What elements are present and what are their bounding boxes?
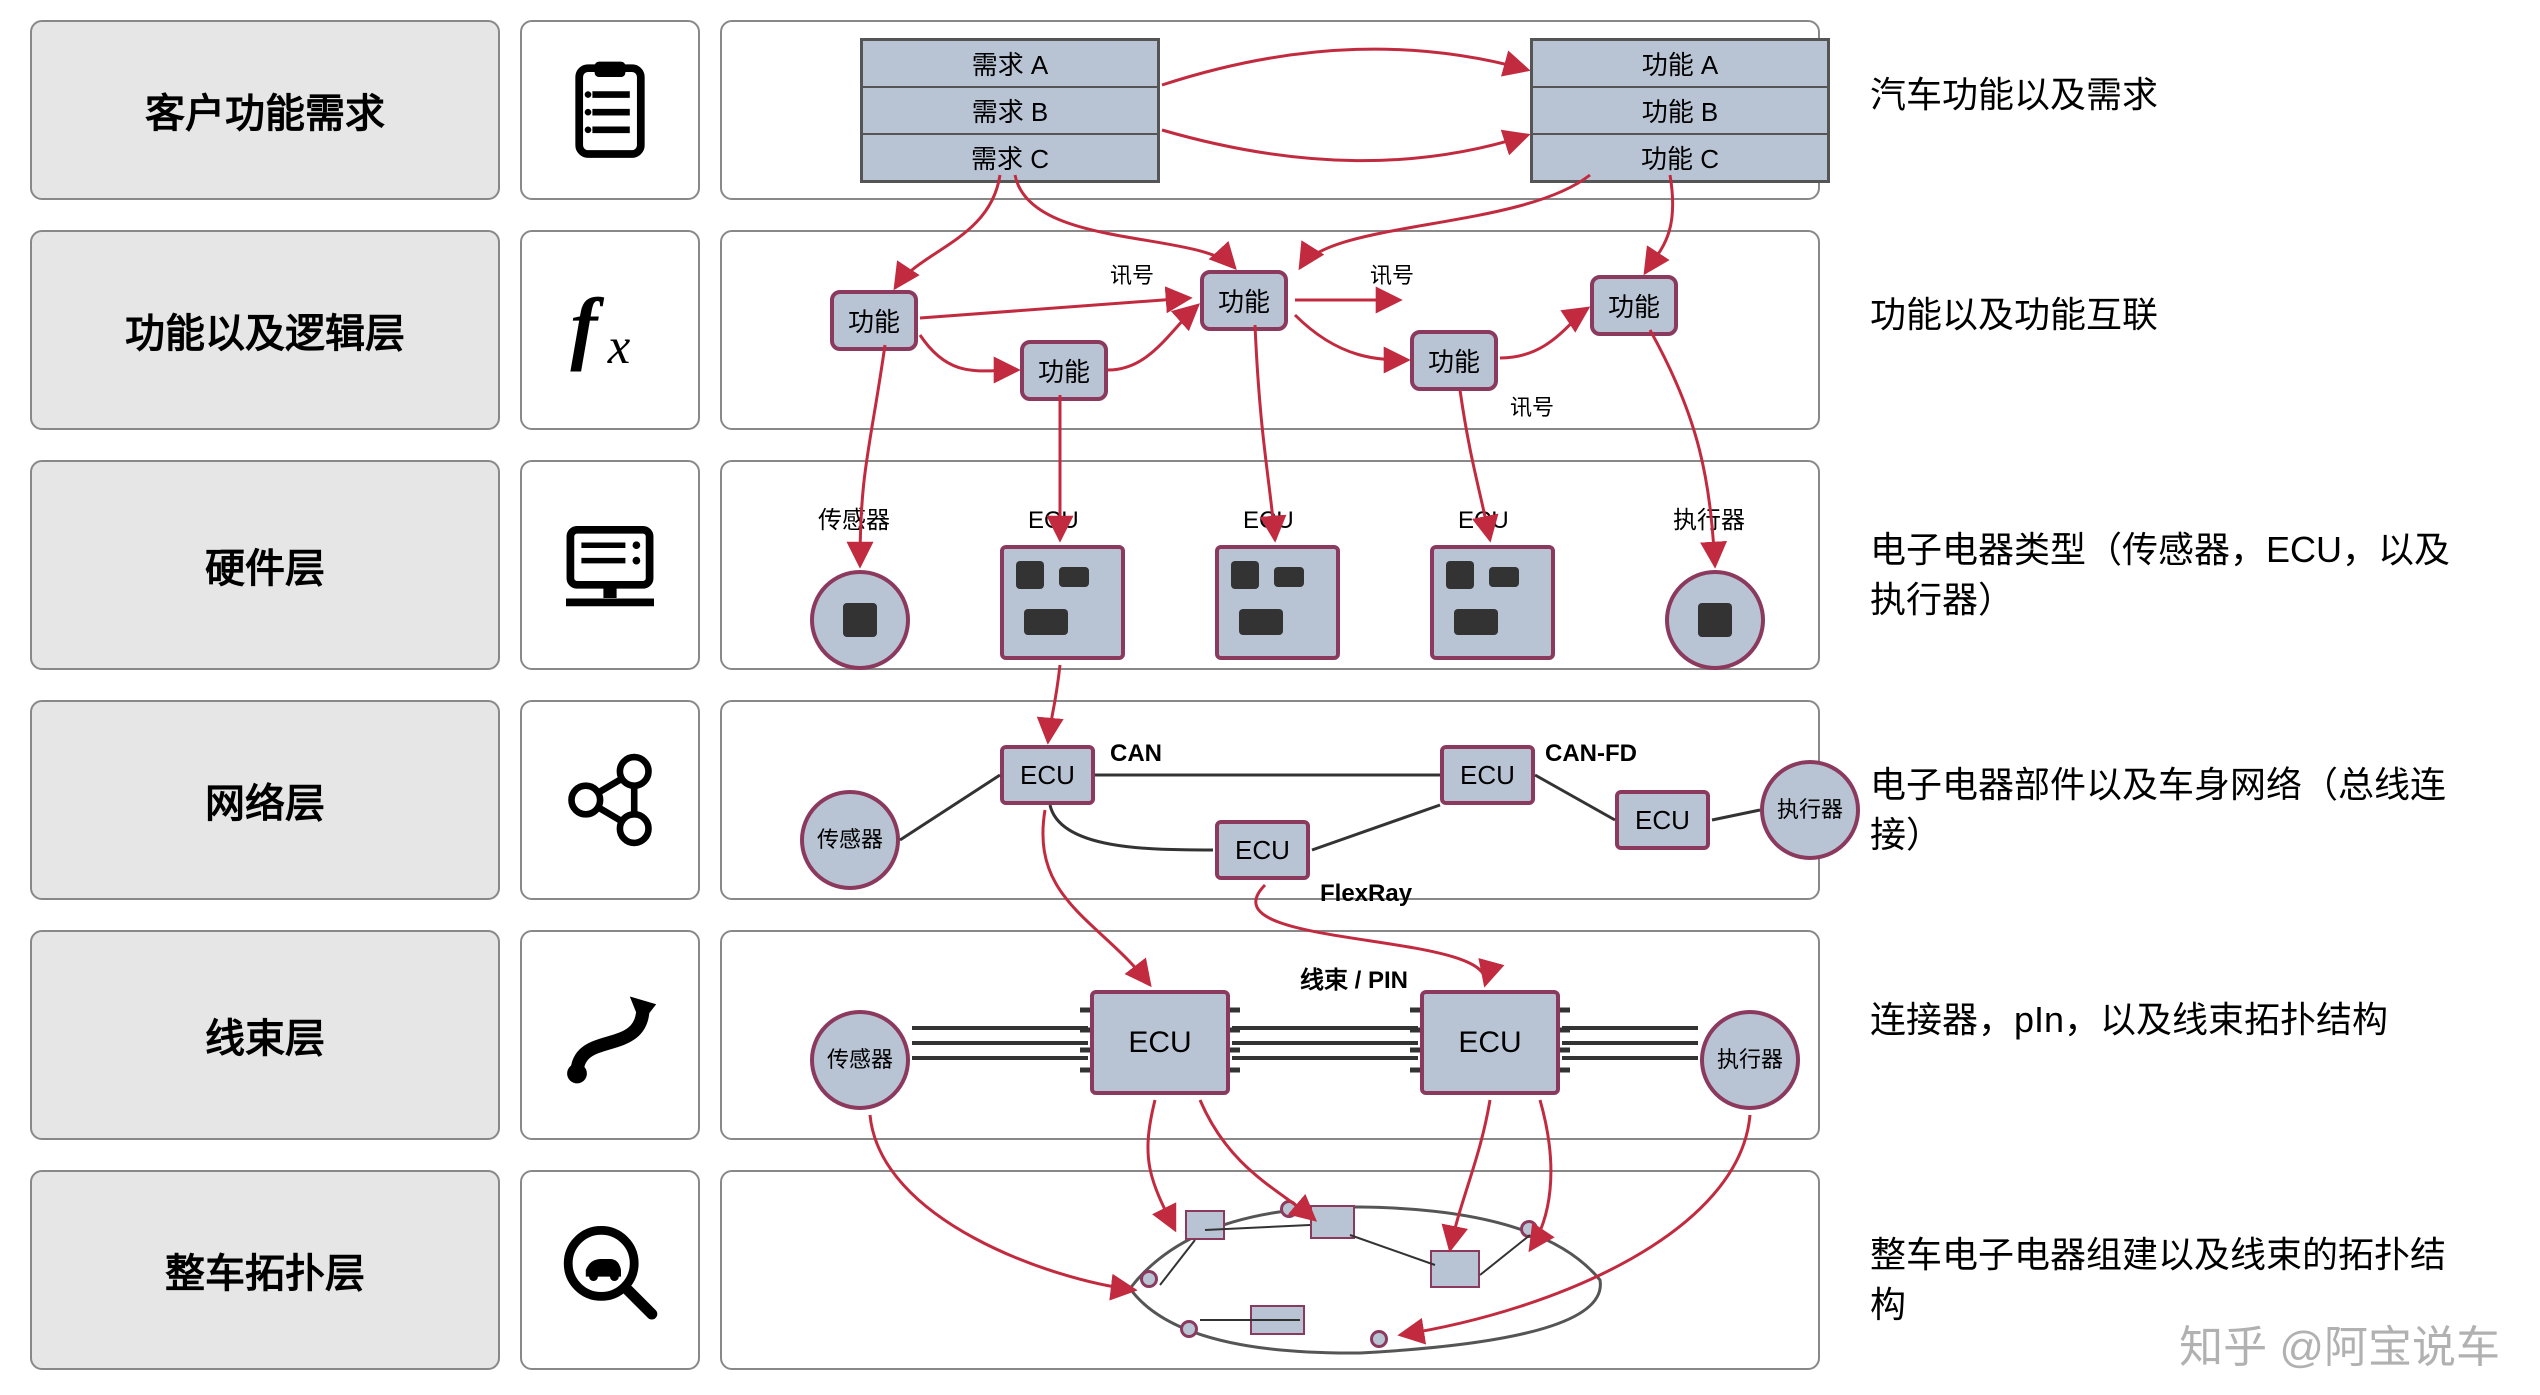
net-node-circle: 执行器 (1760, 760, 1860, 860)
net-ecu-box: ECU (1215, 820, 1310, 880)
logic-node: 功能 (830, 290, 918, 351)
logic-node: 功能 (1020, 340, 1108, 401)
harness-bus-label: 线束 / PIN (1300, 960, 1408, 995)
svg-text:x: x (607, 318, 631, 374)
req-cell: 功能 B (1532, 87, 1828, 134)
watermark: 知乎 @阿宝说车 (2179, 1311, 2500, 1375)
layer-icon-fx: fx (520, 230, 700, 430)
hw-top-label: ECU (1243, 507, 1294, 535)
layer-label: 硬件层 (30, 460, 500, 670)
harness-ecu: ECU (1420, 990, 1560, 1095)
vehicle-node (1430, 1250, 1480, 1288)
req-table-0: 需求 A需求 B需求 C (860, 38, 1160, 183)
logic-node: 功能 (1410, 330, 1498, 391)
req-table-1: 功能 A功能 B功能 C (1530, 38, 1830, 183)
layer-desc: 电子电器类型（传感器，ECU，以及执行器） (1870, 525, 2470, 626)
hw-top-label: 执行器 (1673, 500, 1745, 535)
harness-ecu: ECU (1090, 990, 1230, 1095)
hw-top-label: 传感器 (818, 500, 890, 535)
net-ecu-box: ECU (1440, 745, 1535, 805)
net-node-circle: 传感器 (800, 790, 900, 890)
vehicle-node (1250, 1305, 1305, 1335)
layer-icon-network (520, 700, 700, 900)
layer-icon-route (520, 930, 700, 1140)
req-cell: 功能 A (1532, 40, 1828, 87)
layer-icon-clipboard (520, 20, 700, 200)
net-bus-label: CAN-FD (1545, 740, 1637, 768)
svg-text:f: f (570, 281, 604, 372)
hw-sensor-circle (1665, 570, 1765, 670)
layer-label: 客户功能需求 (30, 20, 500, 200)
req-cell: 需求 C (862, 134, 1158, 181)
net-ecu-box: ECU (1615, 790, 1710, 850)
hw-sensor-circle (810, 570, 910, 670)
vehicle-dot (1140, 1270, 1158, 1288)
req-cell: 功能 C (1532, 134, 1828, 181)
layer-label: 整车拓扑层 (30, 1170, 500, 1370)
net-ecu-box: ECU (1000, 745, 1095, 805)
vehicle-node (1185, 1210, 1225, 1240)
signal-label: 讯号 (1110, 258, 1154, 290)
vehicle-dot (1520, 1220, 1538, 1238)
layer-icon-monitor (520, 460, 700, 670)
hw-ecu-box (1000, 545, 1125, 660)
signal-label: 讯号 (1510, 390, 1554, 422)
logic-node: 功能 (1590, 275, 1678, 336)
vehicle-dot (1180, 1320, 1198, 1338)
layer-desc: 汽车功能以及需求 (1870, 70, 2470, 120)
hw-ecu-box (1215, 545, 1340, 660)
hw-top-label: ECU (1028, 507, 1079, 535)
harness-actuator: 执行器 (1700, 1010, 1800, 1110)
layer-desc: 连接器，pIn，以及线束拓扑结构 (1870, 995, 2470, 1045)
layer-desc: 电子电器部件以及车身网络（总线连接） (1870, 760, 2470, 861)
harness-sensor: 传感器 (810, 1010, 910, 1110)
signal-label: 讯号 (1370, 258, 1414, 290)
hw-top-label: ECU (1458, 507, 1509, 535)
vehicle-dot (1280, 1200, 1298, 1218)
vehicle-outline (1100, 1195, 1620, 1365)
req-cell: 需求 A (862, 40, 1158, 87)
vehicle-dot (1370, 1330, 1388, 1348)
layer-icon-car-magnify (520, 1170, 700, 1370)
layer-desc: 功能以及功能互联 (1870, 290, 2470, 340)
vehicle-node (1310, 1205, 1355, 1239)
layer-label: 网络层 (30, 700, 500, 900)
net-bus-label: CAN (1110, 740, 1162, 768)
logic-node: 功能 (1200, 270, 1288, 331)
layer-label: 线束层 (30, 930, 500, 1140)
layer-label: 功能以及逻辑层 (30, 230, 500, 430)
hw-ecu-box (1430, 545, 1555, 660)
req-cell: 需求 B (862, 87, 1158, 134)
net-bus-label: FlexRay (1320, 880, 1412, 908)
